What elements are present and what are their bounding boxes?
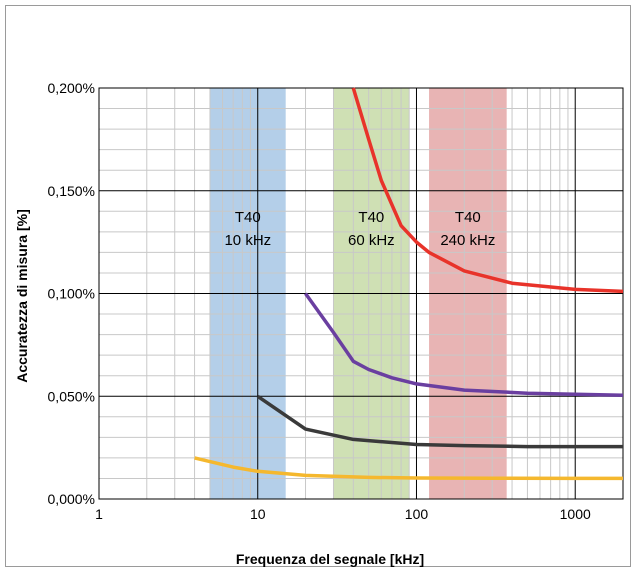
series-line-2	[256, 394, 623, 449]
data-series	[194, 87, 624, 481]
band-label-frequency-2: 240 kHz	[440, 232, 495, 249]
band-label-title-1: T40	[358, 209, 384, 226]
band-label-title-2: T40	[455, 209, 481, 226]
x-tick-label: 100	[405, 506, 429, 522]
y-tick-label: 0,050%	[48, 388, 95, 404]
series-line-0	[351, 87, 624, 294]
y-tick-label: 0,100%	[48, 286, 95, 302]
y-tick-label: 0,000%	[48, 491, 95, 507]
band-label-title-0: T40	[235, 209, 261, 226]
y-tick-label: 0,150%	[48, 183, 95, 199]
y-axis-label: Accuratezza di misura [%]	[14, 209, 30, 383]
grid	[98, 87, 624, 500]
x-tick-label: 1000	[560, 506, 591, 522]
y-tick-label: 0,200%	[48, 80, 95, 96]
x-tick-label: 1	[95, 506, 103, 522]
y-tick-labels: 0,000% 0,050% 0,100% 0,150% 0,200%	[48, 80, 95, 507]
band-labels: T40 10 kHz T40 60 kHz T40 240 kHz	[224, 209, 495, 249]
series-line-1	[304, 292, 624, 397]
x-tick-label: 10	[250, 506, 266, 522]
plot-border	[98, 87, 624, 500]
series-line-3	[194, 456, 623, 481]
x-axis-label: Frequenza del segnale [kHz]	[236, 551, 424, 567]
band-label-frequency-0: 10 kHz	[224, 232, 271, 249]
band-label-frequency-1: 60 kHz	[348, 232, 395, 249]
x-tick-labels: 1 10 100 1000	[95, 506, 591, 522]
